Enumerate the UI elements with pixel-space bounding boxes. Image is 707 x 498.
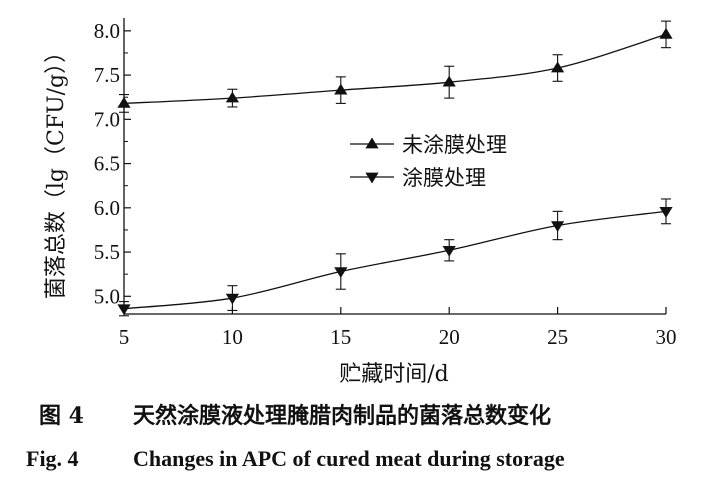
figure-title-en: Changes in APC of cured meat during stor…	[133, 446, 565, 471]
chart: 5 10 15 20 25 30 5.0 5.5 6.0 6.5 7.0 7.5 8.0 未涂膜处理涂膜…	[44, 18, 677, 387]
y-tick-label: 5.0	[94, 284, 120, 308]
series-line	[123, 33, 667, 105]
data-point	[659, 207, 673, 218]
data-point	[659, 27, 673, 39]
axes: 5 10 15 20 25 30 5.0 5.5 6.0 6.5 7.0 7.5 8.0	[94, 18, 677, 349]
data-point	[334, 83, 348, 95]
y-tick-label: 5.5	[94, 240, 120, 264]
x-tick-label: 30	[656, 325, 677, 349]
series-layer	[117, 20, 673, 317]
legend-marker	[365, 137, 379, 149]
x-axis-title: 贮藏时间/d	[339, 362, 449, 387]
figure-title-cn: 天然涂膜液处理腌腊肉制品的菌落总数变化	[133, 403, 552, 429]
data-point	[334, 267, 348, 279]
data-point	[442, 75, 456, 87]
series-line	[123, 210, 667, 310]
data-point	[225, 91, 239, 103]
figure-caption-en: Fig. 4 Changes in APC of cured meat duri…	[0, 446, 707, 480]
data-point	[551, 221, 565, 232]
x-tick-label: 25	[547, 325, 568, 349]
legend-label: 涂膜处理	[402, 166, 486, 190]
series-2	[117, 198, 673, 317]
legend-marker	[365, 172, 379, 184]
legend-label: 未涂膜处理	[402, 133, 507, 157]
series-1	[117, 20, 673, 113]
data-point	[442, 245, 456, 257]
figure-label-cn: 图 4	[39, 403, 84, 429]
data-point	[117, 304, 131, 316]
x-tick-label: 15	[330, 325, 351, 349]
y-tick-label: 7.5	[94, 63, 120, 87]
y-tick-label: 8.0	[94, 19, 120, 43]
x-tick-label: 20	[439, 325, 460, 349]
figure-caption-cn: 图 4 天然涂膜液处理腌腊肉制品的菌落总数变化	[0, 398, 707, 432]
data-point	[551, 61, 565, 73]
y-tick-label: 6.5	[94, 152, 120, 176]
y-axis-title: 菌落总数（lg（CFU/g））	[44, 41, 69, 299]
data-point	[225, 293, 239, 305]
y-tick-label: 6.0	[94, 196, 120, 220]
x-tick-label: 5	[119, 325, 130, 349]
y-tick-label: 7.0	[94, 107, 120, 131]
data-point	[117, 96, 131, 108]
x-tick-label: 10	[222, 325, 243, 349]
figure-label-en: Fig. 4	[26, 446, 79, 471]
